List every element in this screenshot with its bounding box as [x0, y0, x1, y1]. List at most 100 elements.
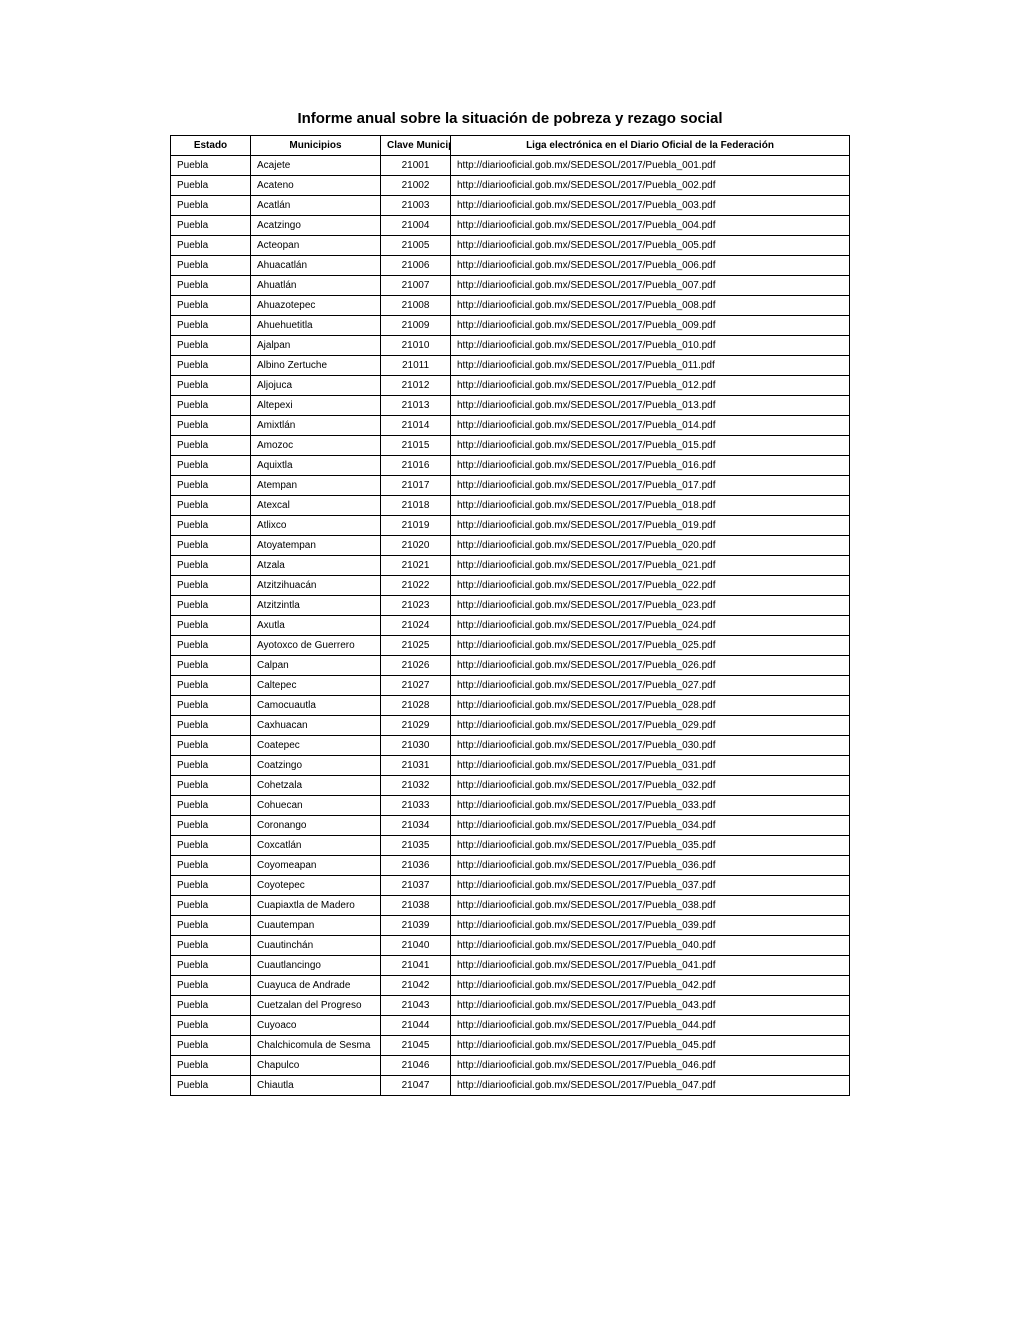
cell-clave: 21009 [381, 316, 451, 336]
cell-clave: 21047 [381, 1076, 451, 1096]
cell-clave: 21016 [381, 456, 451, 476]
cell-estado: Puebla [171, 1016, 251, 1036]
table-row: PueblaCuyoaco21044http://diariooficial.g… [171, 1016, 850, 1036]
cell-estado: Puebla [171, 256, 251, 276]
table-row: PueblaAhuacatlán21006http://diariooficia… [171, 256, 850, 276]
cell-liga: http://diariooficial.gob.mx/SEDESOL/2017… [451, 556, 850, 576]
cell-liga: http://diariooficial.gob.mx/SEDESOL/2017… [451, 976, 850, 996]
cell-municipio: Caxhuacan [251, 716, 381, 736]
cell-clave: 21001 [381, 156, 451, 176]
cell-liga: http://diariooficial.gob.mx/SEDESOL/2017… [451, 296, 850, 316]
cell-municipio: Acatzingo [251, 216, 381, 236]
cell-municipio: Cohuecan [251, 796, 381, 816]
table-row: PueblaAhuazotepec21008http://diarioofici… [171, 296, 850, 316]
cell-liga: http://diariooficial.gob.mx/SEDESOL/2017… [451, 156, 850, 176]
cell-municipio: Acteopan [251, 236, 381, 256]
cell-liga: http://diariooficial.gob.mx/SEDESOL/2017… [451, 776, 850, 796]
cell-municipio: Cuautlancingo [251, 956, 381, 976]
cell-estado: Puebla [171, 576, 251, 596]
cell-liga: http://diariooficial.gob.mx/SEDESOL/2017… [451, 316, 850, 336]
cell-municipio: Aljojuca [251, 376, 381, 396]
cell-liga: http://diariooficial.gob.mx/SEDESOL/2017… [451, 276, 850, 296]
cell-liga: http://diariooficial.gob.mx/SEDESOL/2017… [451, 1076, 850, 1096]
cell-liga: http://diariooficial.gob.mx/SEDESOL/2017… [451, 336, 850, 356]
cell-estado: Puebla [171, 796, 251, 816]
table-row: PueblaAljojuca21012http://diariooficial.… [171, 376, 850, 396]
cell-municipio: Coyomeapan [251, 856, 381, 876]
cell-municipio: Albino Zertuche [251, 356, 381, 376]
cell-estado: Puebla [171, 296, 251, 316]
table-row: PueblaAyotoxco de Guerrero21025http://di… [171, 636, 850, 656]
cell-clave: 21043 [381, 996, 451, 1016]
cell-municipio: Cuetzalan del Progreso [251, 996, 381, 1016]
table-row: PueblaCoxcatlán21035http://diariooficial… [171, 836, 850, 856]
cell-clave: 21020 [381, 536, 451, 556]
cell-municipio: Cuautinchán [251, 936, 381, 956]
cell-municipio: Chiautla [251, 1076, 381, 1096]
cell-liga: http://diariooficial.gob.mx/SEDESOL/2017… [451, 616, 850, 636]
page-title: Informe anual sobre la situación de pobr… [170, 110, 850, 127]
table-row: PueblaCuautlancingo21041http://diarioofi… [171, 956, 850, 976]
cell-estado: Puebla [171, 976, 251, 996]
cell-clave: 21046 [381, 1056, 451, 1076]
cell-liga: http://diariooficial.gob.mx/SEDESOL/2017… [451, 416, 850, 436]
cell-liga: http://diariooficial.gob.mx/SEDESOL/2017… [451, 996, 850, 1016]
col-estado: Estado [171, 136, 251, 156]
cell-liga: http://diariooficial.gob.mx/SEDESOL/2017… [451, 196, 850, 216]
table-row: PueblaCaxhuacan21029http://diariooficial… [171, 716, 850, 736]
cell-municipio: Coronango [251, 816, 381, 836]
cell-estado: Puebla [171, 636, 251, 656]
cell-estado: Puebla [171, 216, 251, 236]
cell-estado: Puebla [171, 276, 251, 296]
cell-liga: http://diariooficial.gob.mx/SEDESOL/2017… [451, 1036, 850, 1056]
cell-liga: http://diariooficial.gob.mx/SEDESOL/2017… [451, 596, 850, 616]
cell-municipio: Cuayuca de Andrade [251, 976, 381, 996]
cell-estado: Puebla [171, 196, 251, 216]
table-row: PueblaChiautla21047http://diariooficial.… [171, 1076, 850, 1096]
cell-liga: http://diariooficial.gob.mx/SEDESOL/2017… [451, 536, 850, 556]
cell-liga: http://diariooficial.gob.mx/SEDESOL/2017… [451, 856, 850, 876]
header-row: Estado Municipios Clave Municipal Liga e… [171, 136, 850, 156]
cell-estado: Puebla [171, 736, 251, 756]
cell-clave: 21034 [381, 816, 451, 836]
cell-clave: 21040 [381, 936, 451, 956]
table-row: PueblaAtzitzihuacán21022http://diarioofi… [171, 576, 850, 596]
cell-estado: Puebla [171, 676, 251, 696]
cell-estado: Puebla [171, 596, 251, 616]
cell-municipio: Aquixtla [251, 456, 381, 476]
cell-estado: Puebla [171, 1036, 251, 1056]
cell-municipio: Atexcal [251, 496, 381, 516]
cell-liga: http://diariooficial.gob.mx/SEDESOL/2017… [451, 836, 850, 856]
cell-clave: 21004 [381, 216, 451, 236]
cell-liga: http://diariooficial.gob.mx/SEDESOL/2017… [451, 896, 850, 916]
table-row: PueblaAcateno21002http://diariooficial.g… [171, 176, 850, 196]
cell-estado: Puebla [171, 776, 251, 796]
cell-liga: http://diariooficial.gob.mx/SEDESOL/2017… [451, 936, 850, 956]
cell-estado: Puebla [171, 1056, 251, 1076]
table-row: PueblaCoatzingo21031http://diariooficial… [171, 756, 850, 776]
cell-municipio: Calpan [251, 656, 381, 676]
cell-municipio: Atzitzintla [251, 596, 381, 616]
table-row: PueblaAxutla21024http://diariooficial.go… [171, 616, 850, 636]
cell-estado: Puebla [171, 336, 251, 356]
cell-clave: 21027 [381, 676, 451, 696]
cell-municipio: Atempan [251, 476, 381, 496]
table-row: PueblaAmozoc21015http://diariooficial.go… [171, 436, 850, 456]
cell-estado: Puebla [171, 696, 251, 716]
table-row: PueblaAtzitzintla21023http://diarioofici… [171, 596, 850, 616]
cell-estado: Puebla [171, 956, 251, 976]
cell-clave: 21035 [381, 836, 451, 856]
cell-clave: 21042 [381, 976, 451, 996]
cell-liga: http://diariooficial.gob.mx/SEDESOL/2017… [451, 456, 850, 476]
cell-clave: 21025 [381, 636, 451, 656]
cell-municipio: Chapulco [251, 1056, 381, 1076]
table-row: PueblaCohetzala21032http://diariooficial… [171, 776, 850, 796]
cell-estado: Puebla [171, 936, 251, 956]
cell-estado: Puebla [171, 456, 251, 476]
cell-estado: Puebla [171, 496, 251, 516]
cell-municipio: Atzala [251, 556, 381, 576]
cell-estado: Puebla [171, 556, 251, 576]
cell-municipio: Camocuautla [251, 696, 381, 716]
col-liga: Liga electrónica en el Diario Oficial de… [451, 136, 850, 156]
cell-liga: http://diariooficial.gob.mx/SEDESOL/2017… [451, 176, 850, 196]
